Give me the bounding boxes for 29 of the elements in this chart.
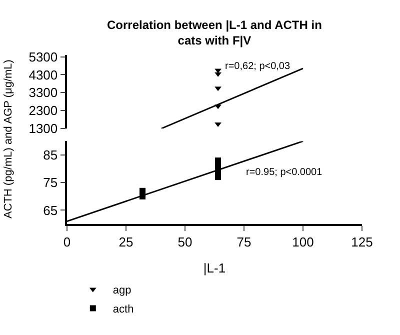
y-tick-label: 5300 (28, 49, 58, 64)
y-axis-title: ACTH (pg/mL) and AGP (μg/mL) (2, 60, 14, 218)
annotation: r=0.95; p<0.0001 (246, 167, 323, 178)
y-tick-label: 1300 (28, 121, 58, 136)
y-tick-label: 75 (43, 175, 58, 190)
y-tick-label: 4300 (28, 67, 58, 82)
point (214, 122, 222, 128)
legend-label: acth (112, 303, 134, 316)
x-tick-label: 25 (118, 234, 134, 250)
legend-label: agp (112, 284, 132, 296)
annotation: r=0,62; p<0,03 (225, 61, 290, 72)
point (215, 174, 222, 180)
x-tick-label: 125 (351, 234, 373, 250)
point (215, 158, 222, 164)
y-tick-label: 3300 (28, 85, 58, 100)
x-axis-title: |L-1 (203, 260, 226, 276)
x-tick-label: 100 (292, 234, 314, 250)
y-tick-label: 2300 (28, 103, 58, 118)
y-tick-label: 85 (43, 148, 58, 163)
point (214, 86, 222, 92)
x-tick-label: 50 (178, 234, 192, 250)
point (214, 68, 222, 74)
point (215, 163, 222, 170)
x-tick-label: 75 (236, 234, 252, 250)
chart-title: Correlation between |L-1 and ACTH in cats with F|V (107, 18, 322, 48)
y-tick-label: 65 (43, 202, 58, 218)
x-tick-label: 0 (63, 234, 71, 250)
point (214, 72, 222, 77)
point (140, 188, 146, 194)
